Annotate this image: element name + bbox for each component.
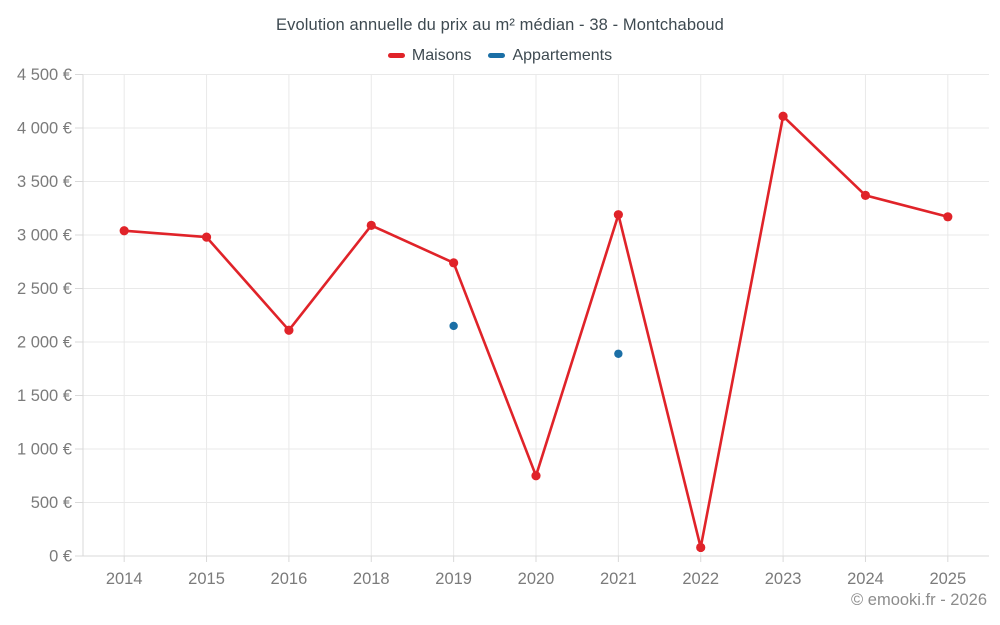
- legend-item-maisons[interactable]: Maisons: [387, 46, 472, 65]
- maisons-data-point[interactable]: [943, 212, 953, 222]
- y-tick-label: 4 000 €: [17, 120, 72, 138]
- appartements-swatch-icon: [488, 53, 506, 58]
- maisons-data-point[interactable]: [201, 232, 212, 242]
- y-tick-label: 3 500 €: [17, 173, 72, 191]
- x-tick-label: 2022: [682, 570, 719, 588]
- x-tick-label: 2014: [106, 570, 143, 588]
- y-tick-label: 2 500 €: [17, 280, 72, 298]
- x-tick-label: 2024: [847, 570, 884, 588]
- y-tick-label: 2 000 €: [17, 334, 72, 352]
- appartements-data-point[interactable]: [449, 321, 458, 331]
- maisons-swatch-icon: [387, 53, 405, 58]
- y-tick-label: 4 500 €: [17, 66, 72, 84]
- legend-label-maisons: Maisons: [411, 46, 472, 64]
- appartements-data-point[interactable]: [614, 349, 623, 358]
- maisons-data-point[interactable]: [778, 111, 788, 121]
- legend-item-appartements[interactable]: Appartements: [488, 47, 612, 65]
- y-tick-label: 3 000 €: [17, 227, 72, 245]
- x-tick-label: 2025: [929, 570, 966, 588]
- y-tick-label: 500 €: [31, 494, 72, 512]
- watermark-credit: © emooki.fr - 2026: [851, 591, 987, 609]
- legend: Maisons Appartements: [0, 45, 1000, 66]
- maisons-data-point[interactable]: [366, 220, 376, 230]
- x-tick-label: 2016: [271, 570, 308, 588]
- chart-title: Evolution annuelle du prix au m² médian …: [276, 16, 724, 34]
- x-tick-label: 2023: [765, 570, 802, 588]
- y-tick-label: 1 500 €: [17, 387, 72, 405]
- x-tick-label: 2019: [435, 570, 472, 588]
- y-tick-label: 1 000 €: [17, 441, 72, 459]
- maisons-data-point[interactable]: [119, 226, 129, 236]
- x-tick-label: 2015: [188, 570, 225, 588]
- maisons-data-point[interactable]: [613, 210, 623, 220]
- legend-label-appartements: Appartements: [512, 46, 613, 64]
- y-tick-label: 0 €: [49, 548, 72, 566]
- maisons-data-point[interactable]: [531, 471, 541, 481]
- maisons-data-point[interactable]: [284, 325, 294, 335]
- x-tick-label: 2021: [600, 570, 637, 588]
- maisons-data-point[interactable]: [696, 542, 706, 553]
- x-tick-label: 2018: [353, 570, 390, 588]
- x-tick-label: 2020: [518, 570, 555, 588]
- maisons-data-point[interactable]: [860, 190, 871, 201]
- maisons-data-point[interactable]: [449, 258, 459, 268]
